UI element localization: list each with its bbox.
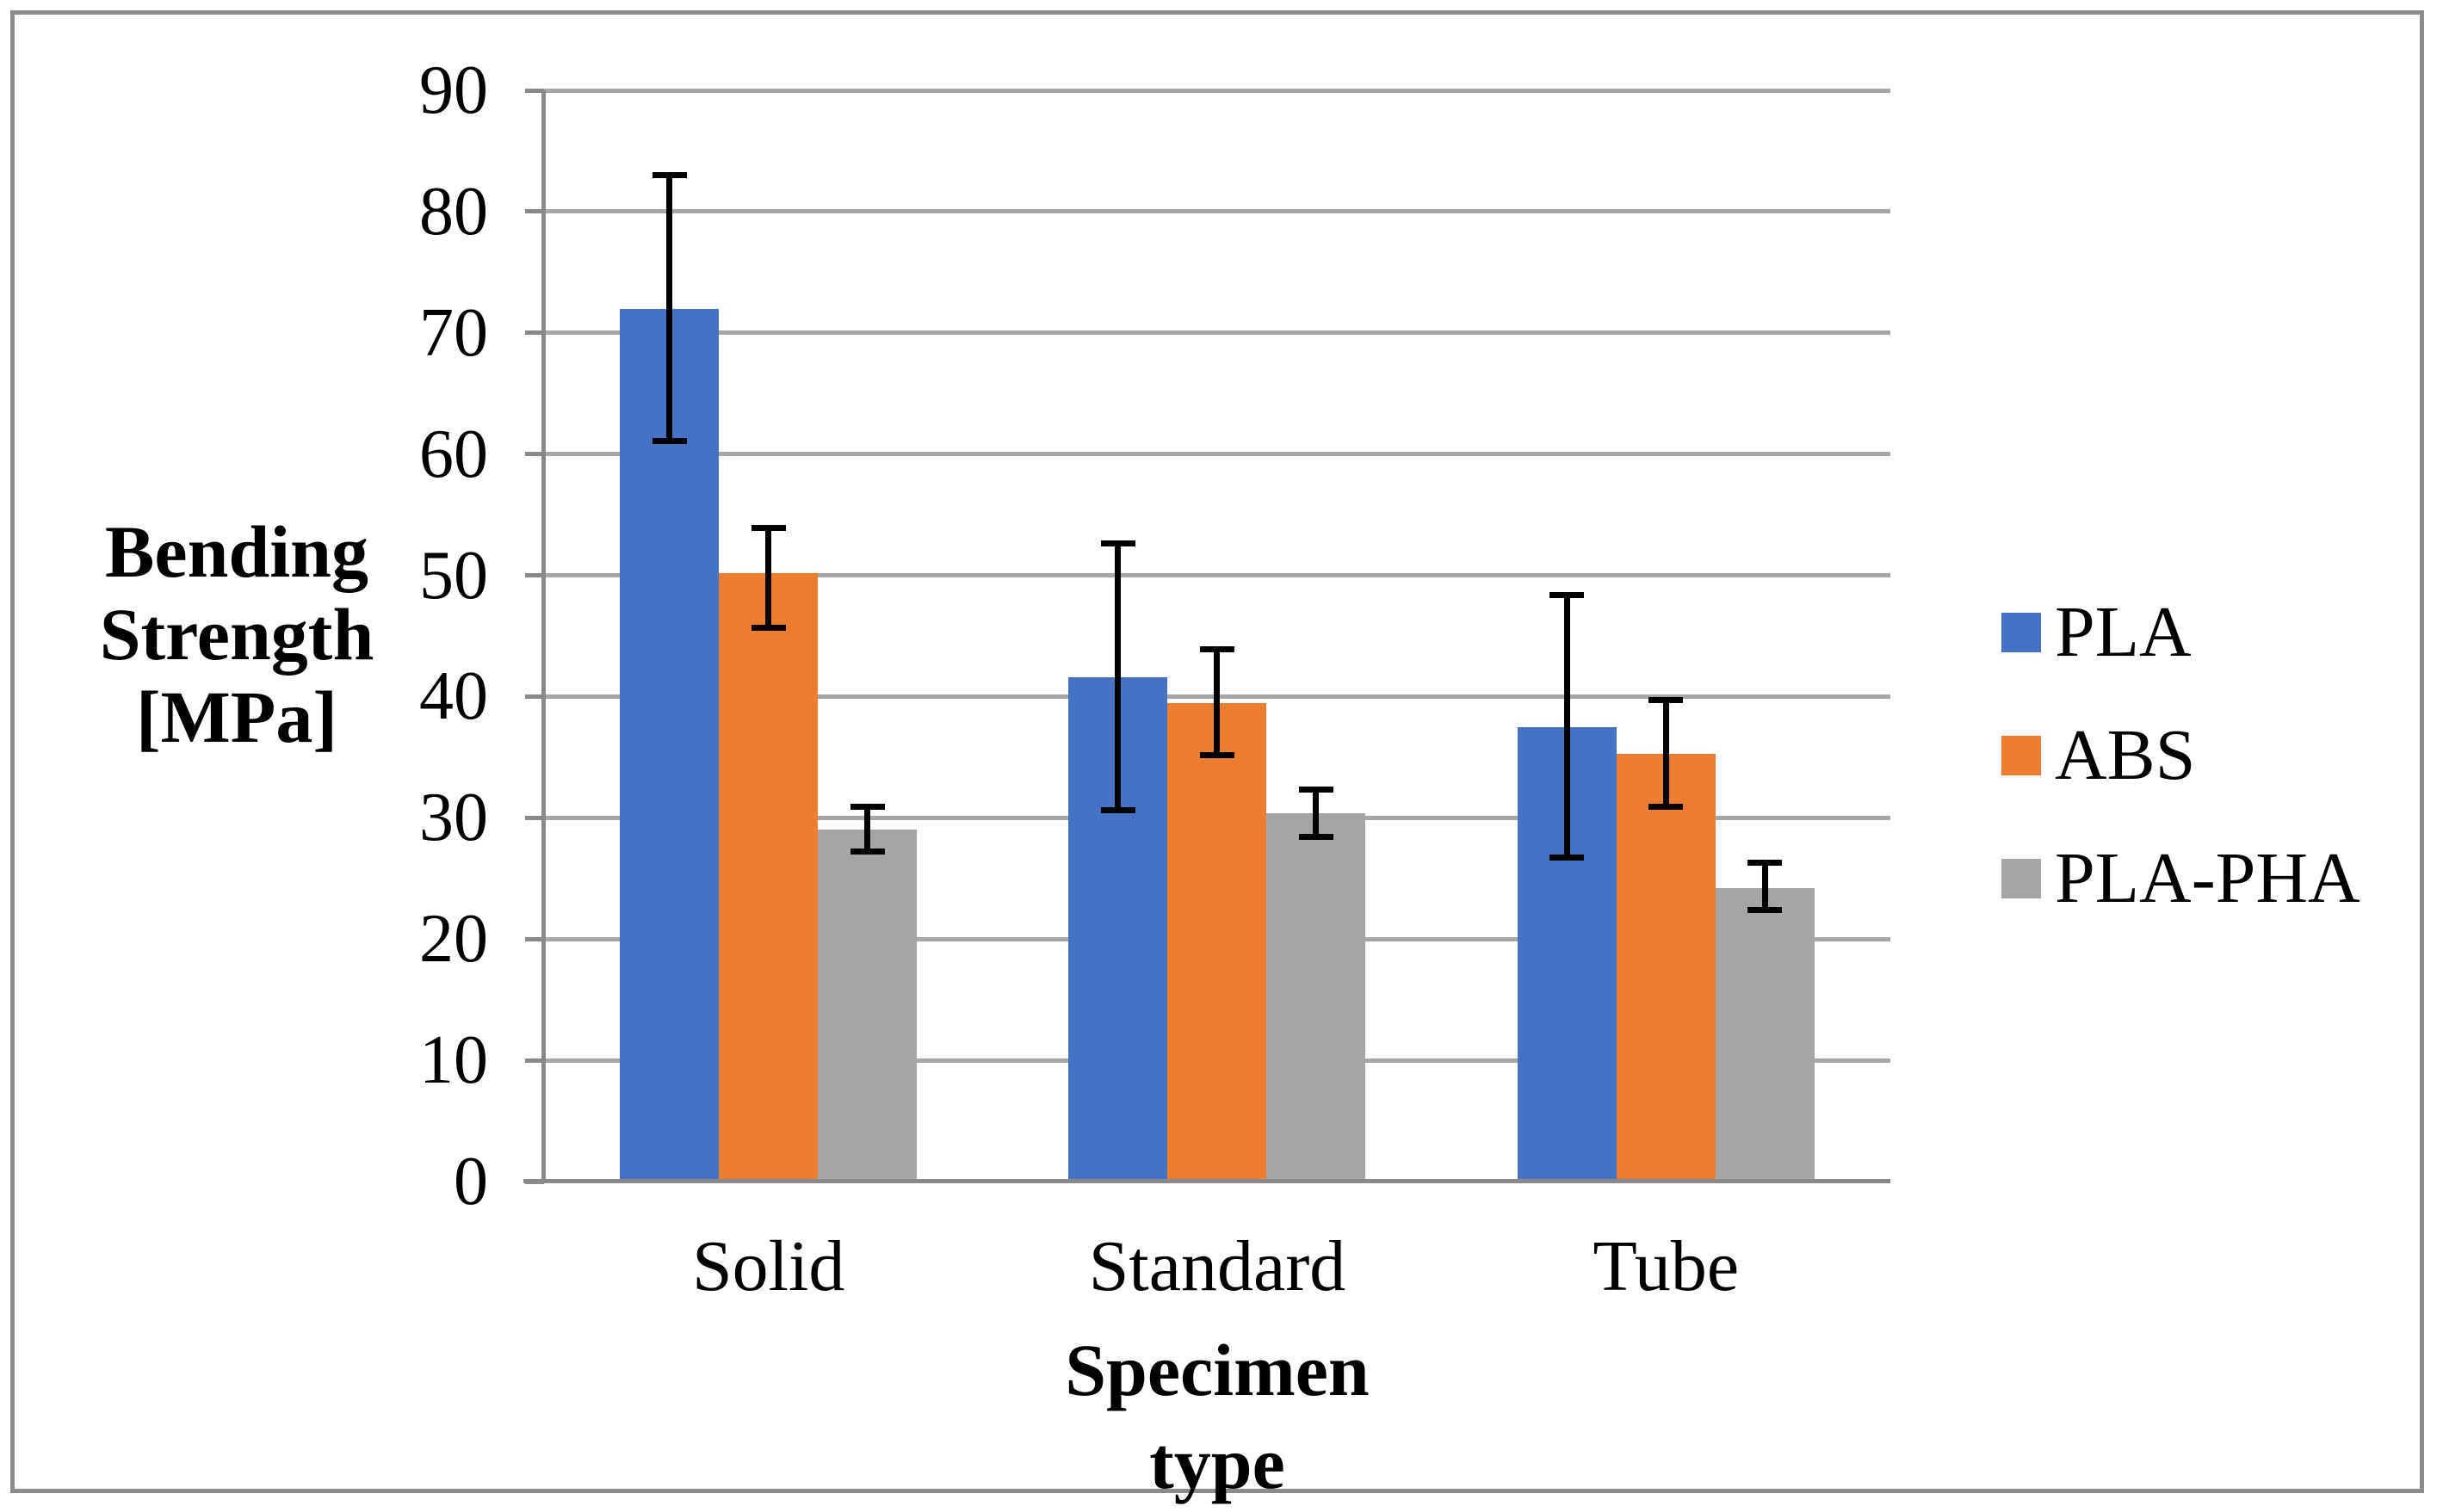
gridline-80: [544, 209, 1890, 214]
error-bar-cap-high-abs-tube: [1648, 697, 1684, 704]
error-bar-cap-high-pla-tube: [1549, 591, 1585, 598]
error-bar-cap-high-pla-pha-tube: [1747, 859, 1783, 866]
error-bar-abs-standard: [1214, 649, 1221, 756]
error-bar-cap-low-abs-tube: [1648, 804, 1684, 811]
legend-item-pla: PLA: [2001, 585, 2192, 680]
legend-swatch-abs: [2001, 736, 2041, 775]
y-tick-label-50: 50: [419, 537, 488, 614]
y-axis-title-line3: [MPa]: [136, 676, 337, 758]
y-axis-line: [541, 90, 546, 1183]
y-axis-title-line2: Strength: [99, 593, 374, 676]
y-tick-label-90: 90: [419, 52, 488, 128]
y-tick-0: [525, 1179, 544, 1184]
error-bar-cap-low-pla-pha-solid: [850, 849, 885, 855]
error-bar-pla-pha-tube: [1761, 862, 1768, 910]
legend-label-abs: ABS: [2055, 715, 2196, 795]
x-axis-line: [523, 1179, 1890, 1183]
y-tick-90: [525, 88, 544, 93]
bar-pla-pha-tube: [1715, 888, 1815, 1182]
error-bar-cap-high-pla-solid: [652, 172, 687, 179]
error-bar-cap-low-abs-solid: [751, 624, 786, 631]
error-bar-abs-tube: [1662, 700, 1669, 807]
y-axis-title-line1: Bending: [105, 510, 368, 593]
y-tick-80: [525, 209, 544, 214]
error-bar-cap-high-abs-standard: [1199, 645, 1234, 652]
legend-swatch-pla-pha: [2001, 859, 2041, 898]
gridline-90: [544, 88, 1890, 93]
error-bar-cap-low-pla-tube: [1549, 855, 1585, 861]
plot-area: [544, 88, 1890, 1182]
y-tick-60: [525, 452, 544, 457]
error-bar-cap-low-abs-standard: [1199, 751, 1234, 758]
error-bar-abs-solid: [765, 528, 771, 628]
y-tick-20: [525, 936, 544, 941]
y-tick-50: [525, 573, 544, 578]
y-tick-label-10: 10: [419, 1022, 488, 1099]
y-tick-label-60: 60: [419, 416, 488, 492]
y-tick-10: [525, 1058, 544, 1063]
error-bar-pla-solid: [666, 175, 672, 441]
error-bar-cap-high-pla-pha-solid: [850, 804, 885, 811]
error-bar-pla-pha-standard: [1313, 789, 1320, 837]
y-tick-label-80: 80: [419, 173, 488, 250]
y-tick-label-20: 20: [419, 901, 488, 978]
error-bar-cap-low-pla-pha-standard: [1298, 834, 1333, 841]
error-bar-pla-pha-solid: [864, 806, 870, 852]
bar-abs-standard: [1167, 702, 1267, 1182]
legend-swatch-pla: [2001, 613, 2041, 652]
error-bar-cap-high-abs-solid: [751, 525, 786, 532]
legend-item-abs: ABS: [2001, 708, 2195, 803]
category-label-tube: Tube: [1593, 1226, 1740, 1306]
legend-label-pla: PLA: [2055, 592, 2192, 672]
y-axis-title: Bending Strength [MPa]: [34, 510, 439, 758]
error-bar-pla-standard: [1115, 543, 1122, 811]
bar-pla-pha-solid: [818, 830, 917, 1182]
category-label-standard: Standard: [1088, 1226, 1346, 1306]
y-tick-30: [525, 815, 544, 820]
category-label-solid: Solid: [691, 1226, 845, 1306]
chart-frame-border: [10, 10, 2424, 1493]
bar-pla-solid: [620, 308, 719, 1182]
error-bar-cap-high-pla-standard: [1100, 540, 1135, 547]
error-bar-cap-low-pla-standard: [1100, 807, 1135, 814]
error-bar-cap-high-pla-pha-standard: [1298, 787, 1333, 793]
y-tick-label-0: 0: [454, 1144, 488, 1219]
x-axis-title: Specimen type: [1065, 1329, 1370, 1504]
gridline-60: [544, 452, 1890, 457]
gridline-50: [544, 573, 1890, 578]
legend-label-pla-pha: PLA-PHA: [2055, 838, 2360, 918]
y-tick-40: [525, 694, 544, 699]
gridline-70: [544, 330, 1890, 336]
y-tick-label-30: 30: [419, 780, 488, 856]
y-tick-70: [525, 330, 544, 336]
error-bar-pla-tube: [1563, 595, 1570, 858]
bar-pla-pha-standard: [1266, 812, 1366, 1182]
error-bar-cap-low-pla-solid: [652, 437, 687, 444]
bar-abs-tube: [1616, 753, 1716, 1182]
legend-item-pla-pha: PLA-PHA: [2001, 831, 2360, 926]
error-bar-cap-low-pla-pha-tube: [1747, 906, 1783, 913]
y-tick-label-40: 40: [419, 658, 488, 735]
y-tick-label-70: 70: [419, 294, 488, 371]
bar-abs-solid: [719, 572, 818, 1182]
